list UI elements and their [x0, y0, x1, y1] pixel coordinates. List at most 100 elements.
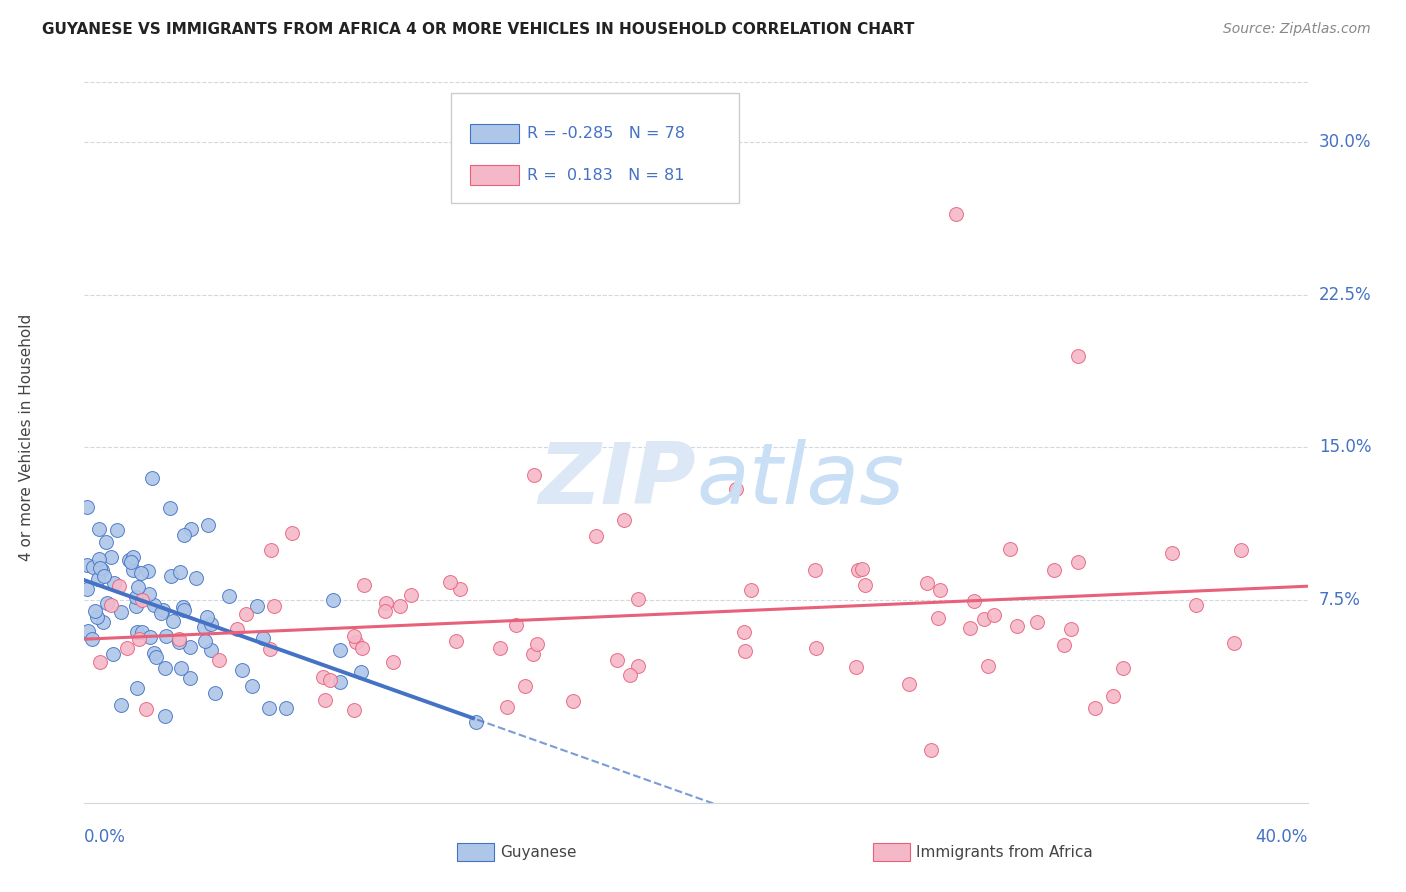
Point — [312, 670, 335, 684]
Point — [897, 677, 920, 691]
Point — [120, 555, 142, 569]
Point — [179, 671, 201, 685]
Point — [150, 606, 173, 620]
Point — [973, 613, 995, 627]
Text: Source: ZipAtlas.com: Source: ZipAtlas.com — [1223, 22, 1371, 37]
Point — [977, 659, 1000, 673]
Point — [260, 542, 283, 557]
Text: 4 or more Vehicles in Household: 4 or more Vehicles in Household — [18, 313, 34, 561]
Point — [1005, 619, 1028, 633]
Point — [179, 640, 201, 655]
Point — [208, 653, 231, 667]
Point — [375, 596, 398, 610]
Point — [162, 614, 184, 628]
Point — [87, 551, 110, 566]
Point — [107, 523, 129, 537]
Point — [806, 640, 828, 655]
Point — [107, 579, 129, 593]
Point — [439, 574, 461, 589]
Point — [505, 618, 527, 632]
Point — [89, 522, 111, 536]
Point — [131, 592, 153, 607]
Point — [252, 632, 274, 646]
Point — [585, 529, 607, 543]
Point — [350, 665, 373, 680]
Point — [353, 578, 375, 592]
Point — [145, 649, 167, 664]
Point — [186, 571, 208, 585]
Point — [619, 667, 641, 681]
Point — [127, 625, 149, 640]
Text: R = -0.285   N = 78: R = -0.285 N = 78 — [527, 126, 685, 141]
Point — [1067, 349, 1090, 363]
Point — [449, 582, 471, 596]
Point — [740, 583, 762, 598]
Point — [959, 621, 981, 635]
Point — [915, 575, 938, 590]
Point — [280, 526, 302, 541]
Point — [1000, 541, 1022, 556]
Point — [804, 564, 827, 578]
Point — [103, 648, 125, 662]
Point — [259, 642, 281, 657]
Point — [135, 702, 157, 716]
Point — [76, 500, 98, 515]
Point — [131, 566, 153, 580]
Text: 40.0%: 40.0% — [1256, 828, 1308, 846]
Point — [226, 623, 249, 637]
Point — [733, 624, 755, 639]
Point — [1230, 543, 1253, 558]
Point — [180, 521, 202, 535]
Point — [1161, 545, 1184, 559]
Point — [87, 572, 110, 586]
Point — [86, 610, 108, 624]
Point — [1084, 701, 1107, 715]
Point — [138, 630, 160, 644]
Text: 22.5%: 22.5% — [1319, 285, 1371, 304]
Point — [89, 561, 111, 575]
Point — [125, 681, 148, 695]
Point — [204, 686, 226, 700]
Point — [170, 661, 193, 675]
Point — [110, 698, 132, 712]
Bar — [470, 165, 519, 186]
Point — [155, 709, 177, 723]
Point — [121, 563, 143, 577]
Point — [1053, 638, 1076, 652]
Text: 0.0%: 0.0% — [84, 828, 127, 846]
Point — [314, 693, 336, 707]
Point — [159, 569, 181, 583]
Point — [195, 610, 218, 624]
Point — [197, 517, 219, 532]
Point — [627, 658, 650, 673]
Point — [246, 599, 269, 613]
Point — [96, 596, 118, 610]
Point — [562, 694, 585, 708]
Point — [155, 629, 177, 643]
Point — [851, 562, 873, 576]
Point — [103, 576, 125, 591]
Point — [526, 637, 548, 651]
Point — [155, 660, 177, 674]
Point — [1184, 598, 1206, 612]
Point — [523, 468, 546, 483]
Point — [173, 528, 195, 542]
Point — [80, 632, 103, 647]
Point — [138, 565, 160, 579]
FancyBboxPatch shape — [457, 843, 494, 862]
Point — [374, 604, 396, 618]
Point — [152, 603, 174, 617]
Point — [464, 714, 486, 729]
Text: 30.0%: 30.0% — [1319, 134, 1371, 152]
Point — [117, 553, 139, 567]
Text: GUYANESE VS IMMIGRANTS FROM AFRICA 4 OR MORE VEHICLES IN HOUSEHOLD CORRELATION C: GUYANESE VS IMMIGRANTS FROM AFRICA 4 OR … — [42, 22, 914, 37]
Point — [240, 679, 263, 693]
Point — [82, 560, 104, 574]
Point — [194, 633, 217, 648]
Point — [1025, 615, 1047, 629]
Point — [218, 589, 240, 603]
Point — [1043, 563, 1066, 577]
Point — [855, 578, 877, 592]
Point — [1223, 636, 1246, 650]
Point — [734, 644, 756, 658]
